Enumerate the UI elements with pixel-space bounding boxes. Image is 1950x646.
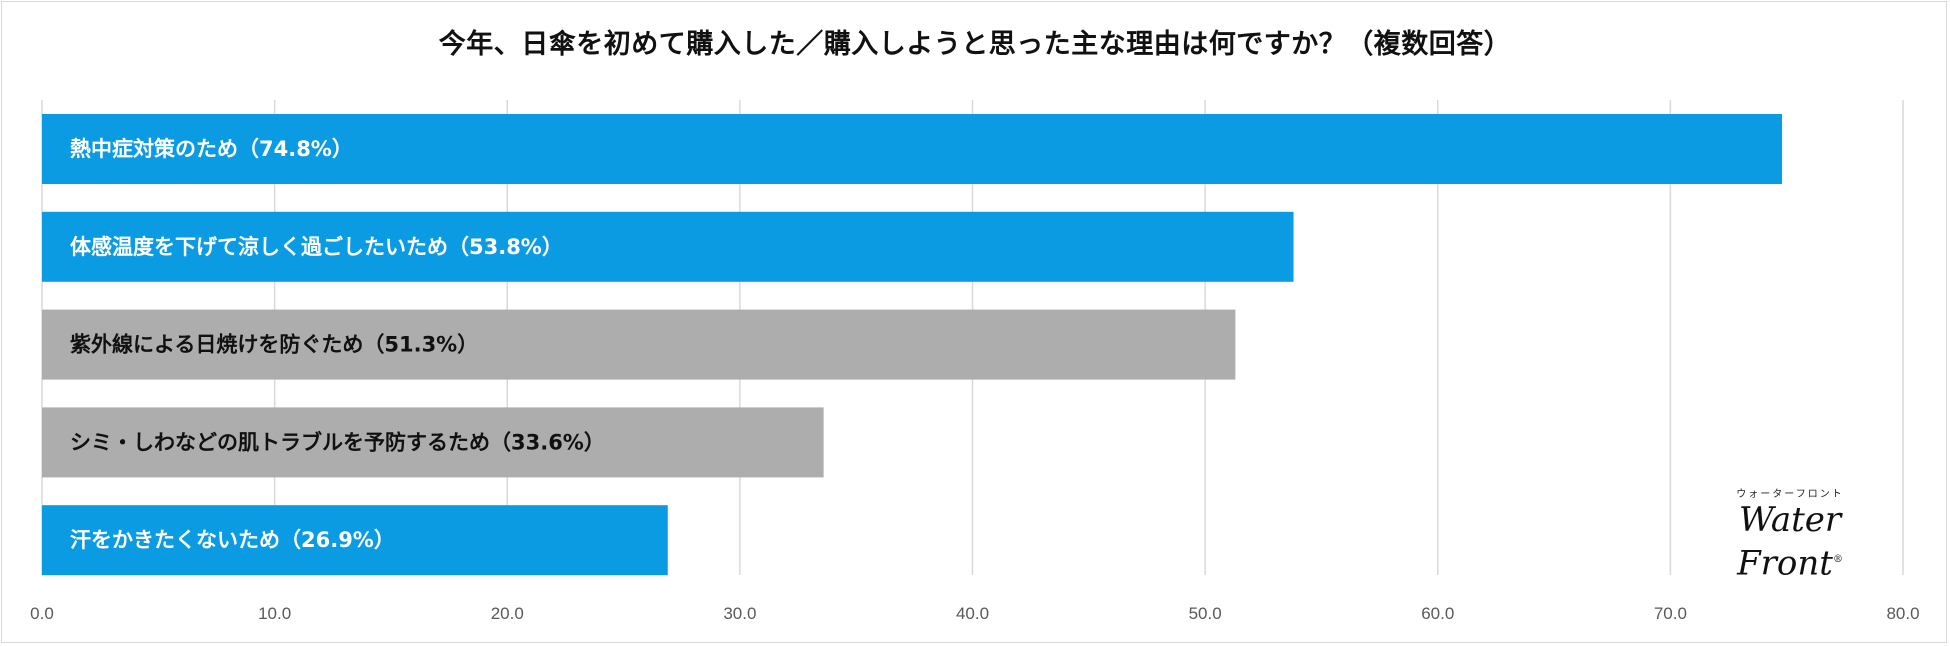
water-front-logo: ウォーターフロント Water Front® [1705, 485, 1875, 583]
x-tick-label: 0.0 [30, 604, 54, 623]
x-tick-label: 20.0 [491, 604, 524, 623]
bar-label: シミ・しわなどの肌トラブルを予防するため（33.6%） [70, 430, 605, 454]
x-tick-label: 40.0 [956, 604, 989, 623]
x-tick-label: 70.0 [1654, 604, 1687, 623]
x-tick-label: 50.0 [1189, 604, 1222, 623]
bar-label: 汗をかきたくないため（26.9%） [70, 528, 395, 552]
bar-label: 熱中症対策のため（74.8%） [70, 137, 353, 161]
logo-kana: ウォーターフロント [1736, 489, 1844, 500]
x-tick-label: 80.0 [1886, 604, 1919, 623]
registered-mark: ® [1832, 554, 1843, 565]
logo-word: Water Front [1737, 500, 1842, 584]
bar [42, 211, 1294, 282]
bar [42, 407, 824, 478]
chart-title: 今年、日傘を初めて購入した／購入しようと思った主な理由は何ですか？（複数回答） [438, 29, 1512, 60]
x-tick-label: 30.0 [723, 604, 756, 623]
x-tick-label: 60.0 [1421, 604, 1454, 623]
x-tick-label: 10.0 [258, 604, 291, 623]
bar-label: 紫外線による日焼けを防ぐため（51.3%） [70, 333, 478, 357]
bar [42, 505, 668, 576]
bar [42, 309, 1236, 380]
bar [42, 114, 1783, 184]
bar-label: 体感温度を下げて涼しく過ごしたいため（53.8%） [70, 235, 563, 259]
